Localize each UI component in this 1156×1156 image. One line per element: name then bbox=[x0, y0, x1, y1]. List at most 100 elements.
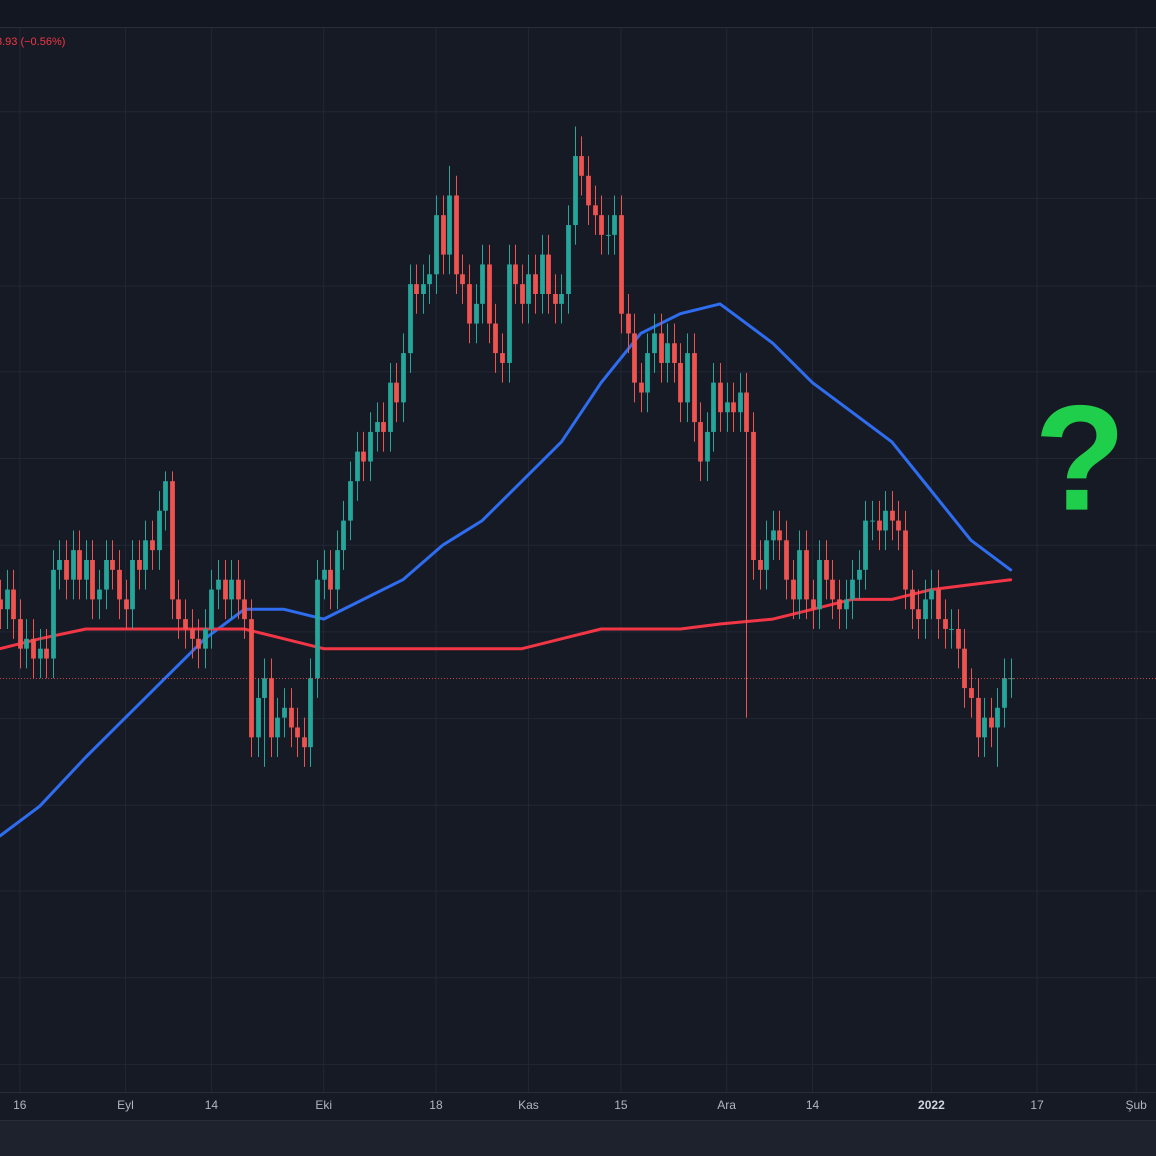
candle-body bbox=[579, 156, 584, 176]
candle-body bbox=[394, 382, 399, 403]
candle-body bbox=[236, 579, 241, 600]
candle-body bbox=[559, 294, 564, 304]
candle-body bbox=[731, 402, 736, 413]
candle-body bbox=[619, 215, 624, 314]
candle-body bbox=[51, 569, 56, 659]
candle-body bbox=[982, 717, 987, 738]
candle-body bbox=[355, 451, 360, 482]
candle-body bbox=[0, 599, 3, 610]
plot bbox=[0, 126, 1156, 838]
x-tick-label: Eki bbox=[315, 1098, 332, 1112]
candle-body bbox=[738, 392, 743, 413]
candle-body bbox=[632, 333, 637, 383]
candle-body bbox=[275, 717, 280, 738]
candle-body bbox=[923, 599, 928, 620]
candle-body bbox=[447, 195, 452, 255]
candle-body bbox=[989, 717, 994, 728]
candle-body bbox=[612, 215, 617, 235]
candle-body bbox=[797, 550, 802, 600]
candle-body bbox=[368, 431, 373, 462]
moving-average-line bbox=[0, 302, 1013, 838]
candle-body bbox=[665, 343, 670, 363]
candle-body bbox=[639, 382, 644, 393]
candle-body bbox=[124, 599, 129, 610]
candle-body bbox=[176, 599, 181, 620]
candle-body bbox=[857, 569, 862, 580]
candle-body bbox=[546, 254, 551, 294]
candle-body bbox=[209, 589, 214, 629]
candle-body bbox=[593, 205, 598, 216]
candle-body bbox=[282, 707, 287, 718]
candle-body bbox=[44, 648, 49, 659]
candle-body bbox=[130, 560, 135, 610]
candle-body bbox=[269, 678, 274, 738]
candle-body bbox=[513, 264, 518, 285]
x-tick-label: Eyl bbox=[117, 1098, 134, 1112]
x-tick-label: 16 bbox=[13, 1098, 27, 1112]
candle-body bbox=[863, 520, 868, 570]
candle-body bbox=[163, 481, 168, 511]
candle-body bbox=[335, 550, 340, 590]
candle-body bbox=[170, 481, 175, 600]
candle-body bbox=[870, 520, 875, 522]
candle-body bbox=[566, 225, 571, 294]
x-tick-label: 17 bbox=[1030, 1098, 1044, 1112]
candle-body bbox=[150, 540, 155, 551]
candle-body bbox=[711, 382, 716, 432]
candle-body bbox=[685, 353, 690, 403]
candle-body bbox=[110, 560, 115, 570]
top-bar bbox=[0, 0, 1156, 27]
candle-body bbox=[784, 540, 789, 580]
candle-body bbox=[751, 431, 756, 560]
candle-body bbox=[659, 333, 664, 363]
candle-body bbox=[672, 343, 677, 363]
candle-body bbox=[71, 550, 76, 580]
candle-body bbox=[104, 560, 109, 590]
x-tick-label: Şub bbox=[1126, 1098, 1148, 1112]
candle-body bbox=[308, 678, 313, 748]
candle-body bbox=[599, 215, 604, 235]
x-tick-label: Ara bbox=[717, 1098, 736, 1112]
candle-body bbox=[903, 530, 908, 590]
candle-body bbox=[678, 362, 683, 403]
x-tick-label: 18 bbox=[429, 1098, 443, 1112]
candle-body bbox=[414, 284, 419, 294]
candle-body bbox=[725, 402, 730, 413]
candle-body bbox=[157, 510, 162, 551]
candle-body bbox=[190, 628, 195, 639]
candle-body bbox=[57, 560, 62, 570]
candle-body bbox=[249, 619, 254, 738]
candle-body bbox=[460, 274, 465, 285]
candle-body bbox=[256, 697, 261, 738]
candle-body bbox=[493, 323, 498, 354]
candle-body bbox=[526, 274, 531, 304]
candle-body bbox=[117, 569, 122, 600]
candle-body bbox=[811, 599, 816, 610]
candle-body bbox=[223, 579, 228, 600]
candle-body bbox=[196, 638, 201, 649]
candle-body bbox=[758, 560, 763, 570]
x-axis: 16 Eyl 14 Eki 18 Kas 15 Ara 14 2022 17 Şub bbox=[13, 1098, 1147, 1112]
candle-body bbox=[652, 333, 657, 354]
candle-body bbox=[421, 284, 426, 294]
candle-body bbox=[817, 560, 822, 610]
candle-body bbox=[586, 175, 591, 206]
candle-body bbox=[242, 599, 247, 620]
candle-body bbox=[77, 550, 82, 580]
header-text: 3.93 (−0.56%) bbox=[0, 36, 65, 48]
candle-body bbox=[361, 451, 366, 462]
candle-body bbox=[533, 274, 538, 294]
candle-body bbox=[203, 628, 208, 649]
candle-body bbox=[375, 422, 380, 432]
candle-body bbox=[474, 303, 479, 324]
candle-body bbox=[388, 382, 393, 432]
candle-body bbox=[850, 579, 855, 600]
candle-body bbox=[137, 560, 142, 570]
candle-body bbox=[837, 599, 842, 610]
candle-body bbox=[90, 560, 95, 600]
candle-body bbox=[956, 628, 961, 649]
candle-body bbox=[943, 619, 948, 629]
x-tick-label: 15 bbox=[614, 1098, 628, 1112]
candle-body bbox=[38, 648, 43, 659]
